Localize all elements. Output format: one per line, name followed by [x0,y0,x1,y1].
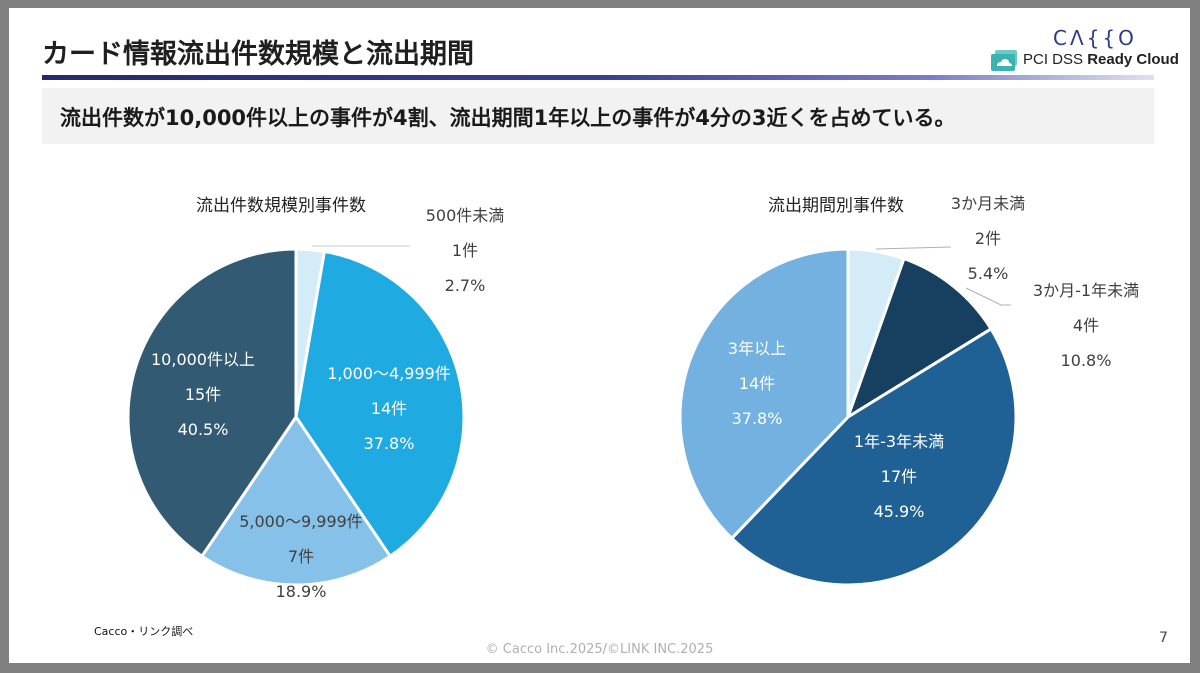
slice-label-1year-3year: 1年‐3年未満 17件 45.9% [853,432,945,521]
slide-title: カード情報流出件数規模と流出期間 [42,39,474,70]
pie-slice-0-3 [126,247,298,558]
source-note: Cacco・リンク調べ [94,625,194,638]
copyright-footer: © Cacco Inc.2025/©LINK INC.2025 [485,642,714,657]
headline-box: 流出件数が10,000件以上の事件が4割、流出期間1年以上の事件が4分の3近くを… [42,88,1154,144]
leader-line-3month-1year [965,287,1011,306]
cacco-logo-text: CΛ{{O [1053,26,1137,50]
slice-label-1000-4999: 1,000〜4,999件 14件 37.8% [327,364,451,453]
logo-product-bold: Ready Cloud [1087,51,1179,68]
pie-chart-period [678,247,1018,587]
slice-label-3month-1year: 3か月‐1年未満 4件 10.8% [1032,281,1140,370]
logo-product-regular: PCI DSS [1023,51,1088,68]
slide: カード情報流出件数規模と流出期間 CΛ{{O PCI DSS Ready Clo… [9,8,1190,663]
pie-slice-1-1 [846,257,993,419]
title-underline [42,75,1154,80]
pie-slice-1-3 [678,247,850,540]
pie-slice-1-2 [730,327,1018,587]
leader-line-3month-under [875,246,952,250]
slice-label-3year-over: 3年以上 14件 37.8% [727,339,787,428]
slice-label-500-under: 500件未満 1件 2.7% [425,206,505,295]
page-number: 7 [1159,630,1168,646]
cloud-card-icon [991,50,1017,71]
pie-slice-0-2 [200,415,392,587]
chart-title-scale: 流出件数規模別事件数 [196,196,366,216]
chart-title-period: 流出期間別事件数 [768,196,904,216]
pie-slice-0-1 [294,249,466,558]
brand-logo: CΛ{{O PCI DSS Ready Cloud [981,26,1186,76]
slice-label-5000-9999: 5,000〜9,999件 7件 18.9% [239,512,363,601]
slice-label-10000-over: 10,000件以上 15件 40.5% [151,350,255,439]
pie-charts-canvas [126,245,1018,587]
logo-product-name: PCI DSS Ready Cloud [1023,51,1179,68]
slice-label-3month-under: 3か月未満 2件 5.4% [950,194,1026,283]
headline-text: 流出件数が10,000件以上の事件が4割、流出期間1年以上の事件が4分の3近くを… [60,106,956,130]
pie-chart-scale [126,247,466,587]
